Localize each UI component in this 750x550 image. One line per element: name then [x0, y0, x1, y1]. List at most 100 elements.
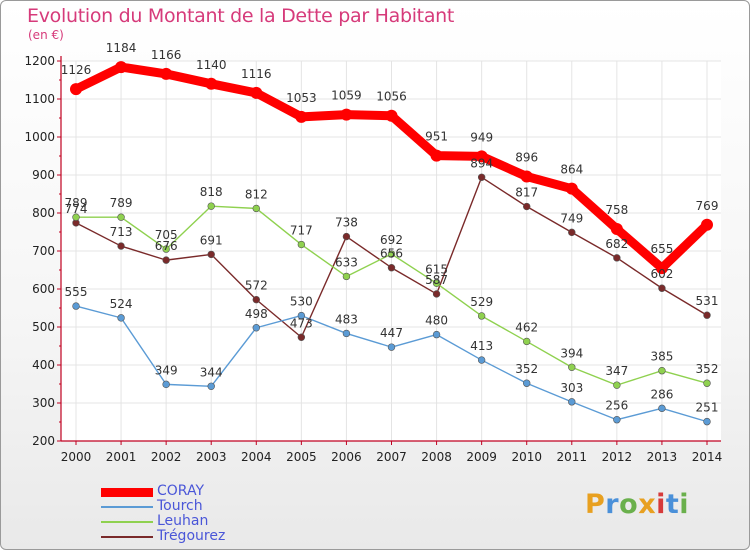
data-point-leuhan [72, 213, 80, 221]
legend-swatch [101, 487, 153, 497]
data-point-tourch [523, 379, 531, 387]
data-point-coray [701, 218, 713, 231]
data-point-trégourez [387, 264, 396, 272]
x-tick-label: 2006 [331, 450, 362, 464]
x-tick-label: 2009 [466, 450, 497, 464]
data-label-coray: 1140 [196, 58, 227, 72]
data-point-coray [655, 262, 668, 275]
x-tick-label: 2001 [106, 450, 137, 464]
legend-swatch [101, 506, 153, 508]
y-tick-label: 600 [32, 282, 55, 296]
y-tick-label: 1100 [24, 92, 55, 106]
data-point-trégourez [297, 333, 306, 341]
data-labels: 1126 1184 1166 1140 1116 1053 1059 1056 951 949 89… [61, 41, 719, 415]
data-label-leuhan: 385 [650, 350, 673, 364]
legend-item-trégourez: Trégourez [101, 528, 321, 544]
data-label-leuhan: 394 [560, 346, 583, 360]
data-label-leuhan: 347 [605, 364, 628, 378]
data-label-coray: 1184 [106, 41, 137, 55]
data-point-tourch [613, 416, 621, 424]
y-tick-label: 400 [32, 358, 55, 372]
data-label-tourch: 530 [290, 295, 313, 309]
legend-item-leuhan: Leuhan [101, 513, 321, 529]
x-tick-label: 2003 [196, 450, 227, 464]
data-point-tourch [162, 380, 170, 389]
data-label-coray: 864 [560, 163, 583, 177]
data-point-coray [520, 170, 533, 183]
data-point-tourch [342, 329, 351, 338]
data-label-tourch: 555 [65, 285, 88, 299]
data-point-trégourez [342, 232, 351, 241]
data-label-trégourez: 713 [110, 225, 133, 239]
data-point-coray [205, 77, 218, 90]
data-label-tourch: 483 [335, 312, 358, 326]
data-point-trégourez [207, 250, 215, 259]
legend-item-coray: CORAY [101, 483, 321, 499]
data-point-leuhan [297, 240, 306, 249]
series [70, 61, 713, 426]
data-point-trégourez [252, 295, 260, 304]
data-label-tourch: 349 [155, 363, 178, 377]
data-label-tourch: 524 [110, 297, 133, 311]
x-tick-label: 2000 [61, 450, 92, 464]
data-point-leuhan [162, 245, 170, 253]
data-label-trégourez: 691 [200, 233, 223, 247]
legend-label: Trégourez [157, 528, 226, 544]
data-point-leuhan [207, 202, 215, 210]
data-label-coray: 1053 [286, 91, 317, 105]
data-label-leuhan: 529 [470, 295, 493, 309]
data-point-coray [610, 222, 623, 235]
data-point-trégourez [477, 173, 486, 181]
legend-item-tourch: Tourch [101, 498, 321, 514]
data-point-leuhan [117, 213, 125, 221]
data-label-trégourez: 749 [560, 211, 583, 225]
data-label-tourch: 480 [425, 314, 448, 328]
data-label-trégourez: 473 [290, 316, 313, 330]
data-label-leuhan: 615 [425, 262, 448, 276]
data-label-coray: 769 [696, 199, 719, 213]
data-label-tourch: 303 [560, 381, 583, 395]
data-point-tourch [117, 314, 125, 322]
data-label-leuhan: 633 [335, 255, 358, 269]
data-label-tourch: 286 [650, 387, 673, 401]
data-point-leuhan [658, 367, 666, 375]
data-label-leuhan: 462 [515, 320, 538, 334]
data-point-tourch [432, 330, 441, 339]
data-point-trégourez [568, 228, 576, 237]
data-point-leuhan [523, 337, 531, 346]
logo-letter: i [656, 489, 666, 520]
logo-letter: o [619, 489, 639, 520]
data-label-trégourez: 572 [245, 279, 268, 293]
x-tick-label: 2008 [421, 450, 452, 464]
data-point-tourch [297, 311, 306, 320]
data-point-leuhan [432, 279, 441, 287]
y-tick-label: 1000 [24, 130, 55, 144]
legend: CORAY Tourch Leuhan Trégourez [101, 483, 321, 544]
data-point-trégourez [613, 254, 621, 262]
data-label-trégourez: 682 [605, 237, 628, 251]
data-point-tourch [207, 382, 215, 390]
data-point-trégourez [162, 256, 170, 264]
data-point-trégourez [658, 284, 666, 292]
data-label-coray: 1056 [376, 90, 407, 104]
x-tick-label: 2007 [376, 450, 407, 464]
x-tick-label: 2012 [602, 450, 633, 464]
data-label-trégourez: 602 [650, 267, 673, 281]
data-point-tourch [477, 356, 486, 364]
x-tick-label: 2010 [511, 450, 542, 464]
data-point-tourch [568, 398, 576, 406]
data-label-coray: 1126 [61, 63, 92, 77]
data-point-leuhan [568, 363, 576, 371]
data-label-leuhan: 818 [200, 185, 223, 199]
data-label-tourch: 413 [470, 339, 493, 353]
x-tick-label: 2014 [692, 450, 723, 464]
data-point-coray [70, 83, 82, 96]
x-tick-label: 2004 [241, 450, 272, 464]
data-point-leuhan [477, 312, 486, 320]
data-label-coray: 1166 [151, 48, 182, 62]
y-tick-label: 900 [32, 168, 55, 182]
data-label-coray: 758 [605, 203, 628, 217]
legend-label: CORAY [157, 483, 204, 499]
